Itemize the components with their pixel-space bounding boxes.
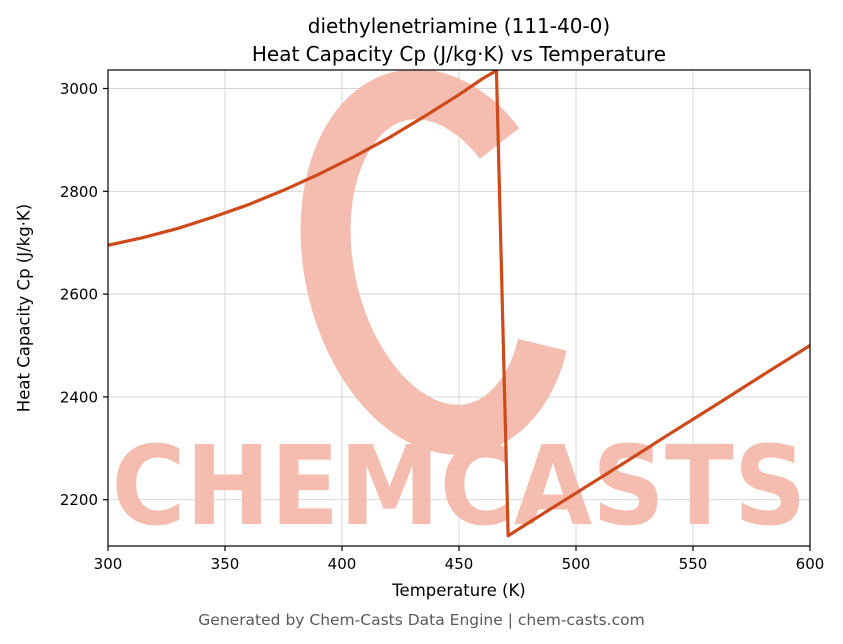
chart-title-line1: diethylenetriamine (111-40-0) xyxy=(307,14,611,38)
x-tick-label: 300 xyxy=(94,555,123,573)
y-tick-label: 2800 xyxy=(60,183,98,201)
x-tick-label: 500 xyxy=(562,555,591,573)
watermark: CHEMCASTS xyxy=(112,69,807,550)
y-axis-label: Heat Capacity Cp (J/kg·K) xyxy=(14,203,34,413)
tick-labels: 300 350 400 450 500 550 600 2200 2400 2600 2800 300… xyxy=(60,80,825,573)
x-tick-label: 350 xyxy=(211,555,240,573)
watermark-text: CHEMCASTS xyxy=(112,422,807,550)
data-line xyxy=(108,70,810,538)
x-tick-label: 400 xyxy=(328,555,357,573)
footer-credit: Generated by Chem-Casts Data Engine | ch… xyxy=(198,611,645,629)
x-tick-label: 450 xyxy=(445,555,474,573)
x-tick-label: 600 xyxy=(796,555,825,573)
y-tick-label: 3000 xyxy=(60,80,98,98)
x-axis-label: Temperature (K) xyxy=(392,581,526,600)
watermark-logo-c-icon xyxy=(300,69,574,455)
chart-title-line2: Heat Capacity Cp (J/kg·K) vs Temperature xyxy=(251,42,667,66)
y-tick-label: 2200 xyxy=(60,491,98,509)
chart-title: diethylenetriamine (111-40-0) Heat Capac… xyxy=(108,12,810,68)
y-tick-label: 2400 xyxy=(60,388,98,406)
ticks xyxy=(103,87,811,551)
y-tick-label: 2600 xyxy=(60,286,98,304)
x-tick-label: 550 xyxy=(679,555,708,573)
series xyxy=(108,70,810,538)
